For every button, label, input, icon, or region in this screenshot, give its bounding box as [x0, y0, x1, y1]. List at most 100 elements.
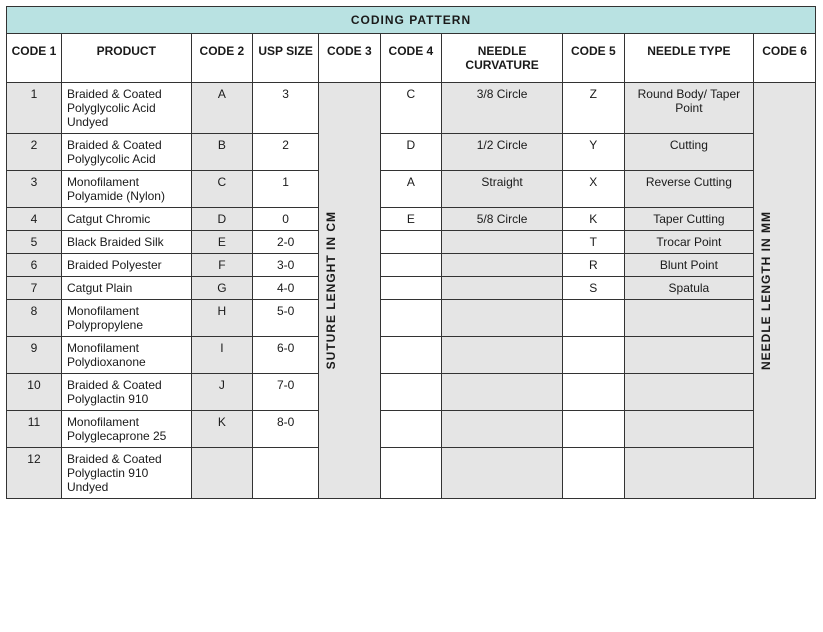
cell-ntype: Trocar Point — [624, 231, 754, 254]
cell-code4 — [380, 254, 442, 277]
table-row: 3 Monofilament Polyamide (Nylon) C 1 A S… — [7, 171, 816, 208]
cell-ntype — [624, 337, 754, 374]
cell-code5 — [563, 411, 625, 448]
cell-curv — [442, 374, 563, 411]
cell-code5: Y — [563, 134, 625, 171]
cell-product: Monofilament Polyglecaprone 25 — [61, 411, 191, 448]
table-title-row: CODING PATTERN — [7, 7, 816, 34]
cell-ntype: Reverse Cutting — [624, 171, 754, 208]
cell-usp: 2-0 — [253, 231, 319, 254]
cell-code5 — [563, 300, 625, 337]
table-row: 11 Monofilament Polyglecaprone 25 K 8-0 — [7, 411, 816, 448]
cell-code1: 2 — [7, 134, 62, 171]
cell-code2: G — [191, 277, 253, 300]
cell-code1: 8 — [7, 300, 62, 337]
table-row: 9 Monofilament Polydioxanone I 6-0 — [7, 337, 816, 374]
cell-code1: 11 — [7, 411, 62, 448]
cell-product: Black Braided Silk — [61, 231, 191, 254]
cell-code4 — [380, 300, 442, 337]
cell-product: Braided Polyester — [61, 254, 191, 277]
cell-usp: 3 — [253, 83, 319, 134]
cell-product: Braided & Coated Polyglycolic Acid — [61, 134, 191, 171]
cell-curv — [442, 300, 563, 337]
cell-code1: 10 — [7, 374, 62, 411]
cell-curv — [442, 231, 563, 254]
cell-usp — [253, 448, 319, 499]
code6-vertical-cell: NEEDLE LENGTH IN MM — [754, 83, 816, 499]
cell-code5: Z — [563, 83, 625, 134]
cell-code2: H — [191, 300, 253, 337]
table-row: 2 Braided & Coated Polyglycolic Acid B 2… — [7, 134, 816, 171]
cell-code5: K — [563, 208, 625, 231]
cell-curv — [442, 448, 563, 499]
cell-curv — [442, 254, 563, 277]
cell-product: Braided & Coated Polyglycolic Acid Undye… — [61, 83, 191, 134]
col-header-code1: CODE 1 — [7, 34, 62, 83]
code3-vertical-label: SUTURE LENGHT IN CM — [324, 211, 338, 369]
cell-code1: 7 — [7, 277, 62, 300]
cell-curv — [442, 277, 563, 300]
cell-curv — [442, 337, 563, 374]
cell-code5 — [563, 448, 625, 499]
cell-code1: 3 — [7, 171, 62, 208]
cell-code5 — [563, 374, 625, 411]
cell-code1: 6 — [7, 254, 62, 277]
cell-usp: 4-0 — [253, 277, 319, 300]
col-header-curvature: NEEDLE CURVATURE — [442, 34, 563, 83]
cell-code5: T — [563, 231, 625, 254]
cell-usp: 7-0 — [253, 374, 319, 411]
cell-code5: R — [563, 254, 625, 277]
cell-product: Monofilament Polyamide (Nylon) — [61, 171, 191, 208]
cell-code4 — [380, 277, 442, 300]
cell-code2: K — [191, 411, 253, 448]
cell-ntype — [624, 300, 754, 337]
cell-usp: 0 — [253, 208, 319, 231]
col-header-code3: CODE 3 — [319, 34, 381, 83]
cell-code4: E — [380, 208, 442, 231]
cell-code1: 1 — [7, 83, 62, 134]
cell-product: Monofilament Polydioxanone — [61, 337, 191, 374]
cell-code4 — [380, 231, 442, 254]
cell-ntype: Cutting — [624, 134, 754, 171]
cell-ntype — [624, 448, 754, 499]
cell-code1: 4 — [7, 208, 62, 231]
cell-code5 — [563, 337, 625, 374]
cell-ntype: Taper Cutting — [624, 208, 754, 231]
cell-usp: 2 — [253, 134, 319, 171]
cell-product: Monofilament Polypropylene — [61, 300, 191, 337]
table-row: 12 Braided & Coated Polyglactin 910 Undy… — [7, 448, 816, 499]
cell-curv: Straight — [442, 171, 563, 208]
cell-usp: 8-0 — [253, 411, 319, 448]
cell-code2: E — [191, 231, 253, 254]
cell-code2: B — [191, 134, 253, 171]
cell-code2: F — [191, 254, 253, 277]
cell-product: Braided & Coated Polyglactin 910 — [61, 374, 191, 411]
code3-vertical-cell: SUTURE LENGHT IN CM — [319, 83, 381, 499]
cell-code1: 9 — [7, 337, 62, 374]
table-row: 4 Catgut Chromic D 0 E 5/8 Circle K Tape… — [7, 208, 816, 231]
coding-pattern-table: CODING PATTERN CODE 1 PRODUCT CODE 2 USP… — [6, 6, 816, 499]
cell-usp: 5-0 — [253, 300, 319, 337]
cell-curv: 1/2 Circle — [442, 134, 563, 171]
code6-vertical-label: NEEDLE LENGTH IN MM — [759, 211, 773, 370]
cell-code2: D — [191, 208, 253, 231]
cell-code4 — [380, 411, 442, 448]
cell-code1: 5 — [7, 231, 62, 254]
cell-code4: C — [380, 83, 442, 134]
cell-code2: C — [191, 171, 253, 208]
col-header-product: PRODUCT — [61, 34, 191, 83]
cell-ntype — [624, 411, 754, 448]
col-header-needletype: NEEDLE TYPE — [624, 34, 754, 83]
cell-ntype: Blunt Point — [624, 254, 754, 277]
cell-product: Catgut Chromic — [61, 208, 191, 231]
cell-code5: X — [563, 171, 625, 208]
cell-code1: 12 — [7, 448, 62, 499]
col-header-code2: CODE 2 — [191, 34, 253, 83]
table-row: 10 Braided & Coated Polyglactin 910 J 7-… — [7, 374, 816, 411]
cell-curv: 3/8 Circle — [442, 83, 563, 134]
cell-code5: S — [563, 277, 625, 300]
col-header-code6: CODE 6 — [754, 34, 816, 83]
cell-curv — [442, 411, 563, 448]
col-header-code4: CODE 4 — [380, 34, 442, 83]
cell-code4 — [380, 337, 442, 374]
